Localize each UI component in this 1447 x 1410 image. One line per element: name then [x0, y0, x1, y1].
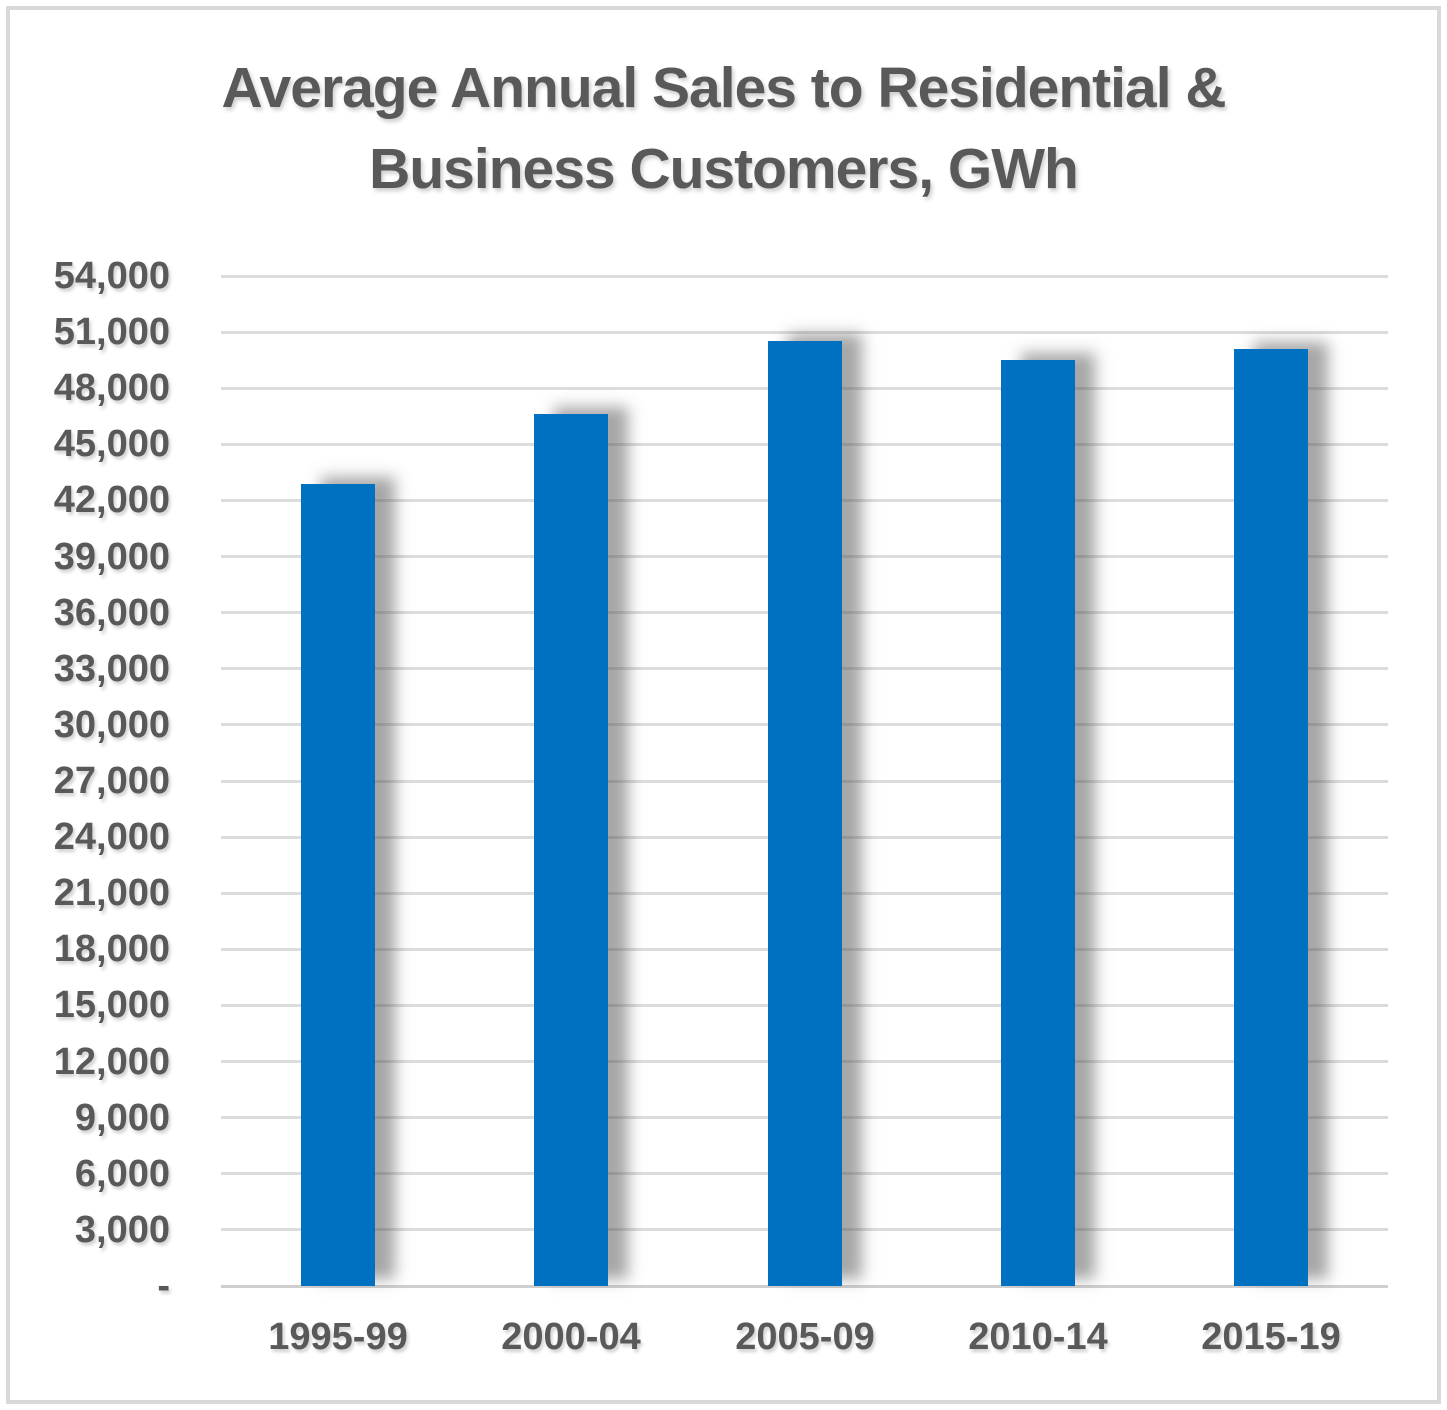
gridline: [221, 330, 1388, 334]
y-tick-label: 39,000: [53, 535, 170, 578]
y-tick-label: -: [157, 1265, 170, 1307]
y-tick-label: 21,000: [53, 872, 170, 915]
x-axis-label-2015-19: 2015-19: [1201, 1316, 1341, 1358]
x-axis-label-2000-04: 2000-04: [501, 1316, 641, 1358]
y-tick-label: 15,000: [53, 984, 170, 1027]
bar-2000-04: [534, 414, 608, 1286]
y-tick-label: 54,000: [53, 255, 170, 297]
y-tick-label: 27,000: [53, 760, 170, 802]
gridline: [221, 274, 1388, 278]
x-axis-label-2010-14: 2010-14: [968, 1316, 1108, 1358]
y-tick-label: 51,000: [53, 311, 170, 354]
x-axis-label-1995-99: 1995-99: [268, 1316, 408, 1358]
y-tick-label: 48,000: [53, 367, 170, 410]
bar-2005-09: [768, 341, 842, 1286]
x-axis-line: [221, 1284, 1388, 1288]
chart-title: Average Annual Sales to Residential & Bu…: [134, 48, 1314, 210]
bar-2010-14: [1001, 360, 1075, 1286]
y-tick-label: 18,000: [53, 928, 170, 971]
y-tick-label: 36,000: [53, 591, 170, 634]
y-tick-label: 3,000: [74, 1208, 170, 1251]
y-tick-label: 12,000: [53, 1040, 170, 1083]
y-tick-label: 30,000: [53, 703, 170, 746]
chart-frame-border: [6, 6, 1441, 1404]
chart-title-line-2: Business Customers, GWh: [369, 136, 1079, 201]
y-tick-label: 9,000: [74, 1096, 170, 1139]
bar-2015-19: [1234, 349, 1308, 1286]
chart-title-line-1: Average Annual Sales to Residential &: [221, 56, 1226, 120]
bar-1995-99: [301, 484, 375, 1286]
y-tick-label: 45,000: [53, 423, 170, 466]
y-tick-label: 6,000: [74, 1152, 170, 1195]
y-tick-label: 24,000: [53, 816, 170, 859]
y-tick-label: 42,000: [53, 479, 170, 522]
x-axis-label-2005-09: 2005-09: [735, 1316, 875, 1358]
y-tick-label: 33,000: [53, 647, 170, 690]
